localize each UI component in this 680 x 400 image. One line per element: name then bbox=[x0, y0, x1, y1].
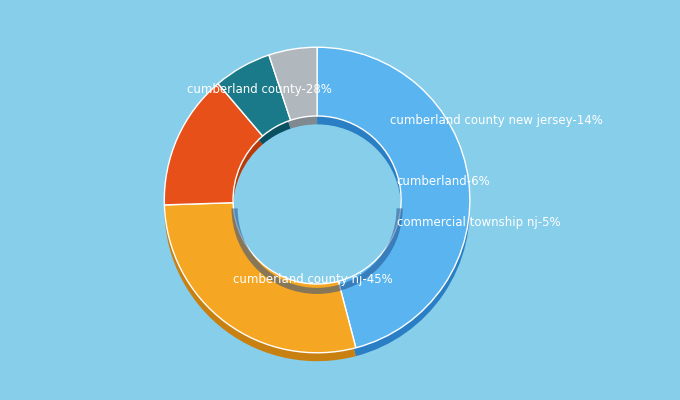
Text: commercial township nj-5%: commercial township nj-5% bbox=[396, 216, 560, 230]
Text: cumberland county new jersey-14%: cumberland county new jersey-14% bbox=[390, 114, 603, 127]
Wedge shape bbox=[269, 47, 317, 120]
Wedge shape bbox=[165, 92, 262, 213]
Wedge shape bbox=[269, 56, 317, 129]
Wedge shape bbox=[317, 56, 470, 356]
Wedge shape bbox=[231, 208, 403, 294]
Wedge shape bbox=[165, 211, 356, 361]
Wedge shape bbox=[218, 55, 290, 136]
Wedge shape bbox=[218, 64, 290, 144]
Text: cumberland county-28%: cumberland county-28% bbox=[186, 84, 331, 96]
Wedge shape bbox=[165, 84, 262, 205]
Wedge shape bbox=[165, 203, 356, 353]
Wedge shape bbox=[317, 47, 470, 348]
Text: cumberland county nj-45%: cumberland county nj-45% bbox=[233, 273, 393, 286]
Text: cumberland-6%: cumberland-6% bbox=[396, 175, 490, 188]
